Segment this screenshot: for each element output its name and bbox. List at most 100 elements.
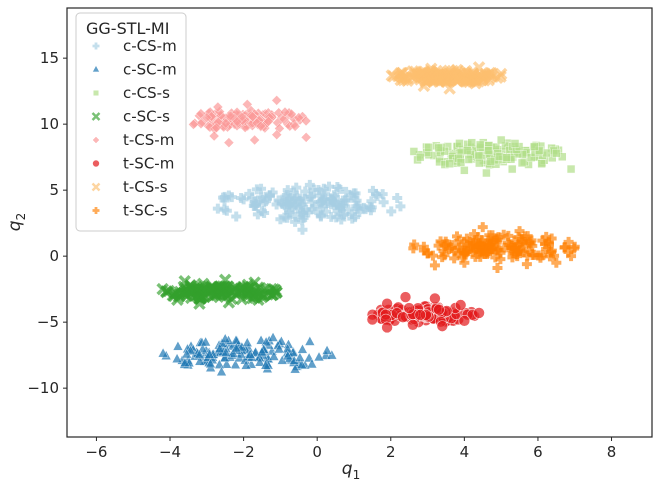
point-c-sc-m (221, 358, 233, 369)
point-c-cs-s (510, 139, 520, 148)
point-c-cs-s (482, 168, 491, 178)
legend-box (75, 12, 187, 232)
point-t-cs-m (208, 130, 220, 142)
point-c-cs-s (542, 148, 551, 158)
point-t-sc-s (418, 241, 429, 252)
point-c-cs-m (291, 182, 302, 193)
point-t-cs-m (271, 95, 283, 106)
point-c-cs-s (486, 157, 496, 166)
point-t-sc-s (559, 242, 570, 253)
point-c-sc-m (267, 331, 279, 342)
legend-label-c-cs-s: c-CS-s (123, 84, 170, 102)
point-t-cs-m (255, 120, 267, 132)
point-c-sc-m (260, 359, 272, 370)
point-t-sc-s (514, 244, 525, 255)
point-t-sc-s (439, 250, 450, 261)
point-t-cs-m (201, 112, 213, 123)
y-axis-label-subscript: 2 (14, 213, 28, 221)
point-t-sc-m (399, 291, 412, 303)
point-t-sc-s (459, 237, 470, 248)
point-c-sc-m (205, 358, 216, 369)
legend-label-t-sc-s: t-SC-s (123, 202, 168, 220)
point-c-cs-m (392, 193, 403, 204)
point-c-sc-m (304, 335, 316, 346)
x-ticks: −6 −4 −2 0 2 4 6 8 (85, 437, 616, 461)
point-t-sc-s (433, 240, 444, 251)
point-t-cs-m (212, 101, 224, 113)
point-c-cs-s (537, 159, 546, 169)
x-tick-label: 0 (312, 443, 322, 461)
point-c-cs-m (371, 189, 382, 200)
legend-marker-t-cs-s (91, 182, 101, 192)
legend-marker-t-sc-s (92, 207, 100, 214)
point-t-sc-s (492, 263, 503, 274)
point-t-sc-m (403, 302, 415, 314)
point-t-cs-m (211, 122, 222, 134)
point-t-cs-m (279, 106, 291, 118)
point-t-sc-m (414, 309, 427, 321)
point-c-cs-m (212, 203, 223, 214)
point-c-cs-m (284, 207, 295, 218)
y-tick-label: 15 (40, 49, 59, 67)
point-c-sc-s (231, 286, 245, 300)
y-tick-label: 0 (49, 247, 59, 265)
point-c-sc-m (203, 348, 215, 359)
legend-marker-c-cs-m (92, 42, 100, 50)
point-t-sc-s (566, 251, 577, 262)
point-t-sc-s (429, 260, 440, 271)
x-tick-label: 2 (386, 443, 396, 461)
point-t-sc-m (473, 307, 485, 319)
point-t-sc-s (546, 233, 557, 244)
point-t-sc-m (429, 292, 441, 305)
point-c-sc-m (256, 346, 268, 357)
point-c-cs-s (474, 151, 484, 161)
point-c-cs-s (424, 143, 433, 152)
point-t-cs-s (385, 69, 399, 82)
point-t-cs-s (460, 75, 473, 88)
point-c-sc-m (282, 350, 294, 361)
point-c-cs-s (507, 164, 517, 174)
point-c-sc-m (313, 351, 325, 362)
point-c-cs-m (315, 197, 326, 208)
legend-label-t-cs-m: t-CS-m (123, 131, 174, 149)
point-c-cs-m (365, 205, 376, 216)
point-t-cs-s (472, 61, 486, 74)
point-t-cs-s (443, 82, 456, 95)
point-c-sc-m (200, 336, 212, 347)
point-c-cs-s (502, 153, 511, 162)
point-c-sc-m (268, 350, 280, 361)
y-ticks: −10 −5 0 5 10 15 (27, 49, 67, 397)
point-c-cs-s (552, 148, 561, 158)
point-t-cs-m (263, 116, 274, 127)
point-t-sc-m (433, 303, 445, 316)
point-t-cs-m (247, 111, 258, 122)
point-c-sc-s (178, 275, 191, 288)
point-t-cs-s (441, 73, 455, 86)
point-c-sc-s (212, 283, 225, 296)
y-tick-label: −5 (37, 313, 59, 331)
point-t-sc-s (477, 222, 488, 233)
point-c-sc-m (306, 358, 318, 369)
legend-items: c-CS-m c-SC-m c-CS-s c-SC-s t-CS-m t-SC-m t-CS… (91, 37, 177, 220)
point-c-cs-m (223, 190, 234, 201)
point-c-cs-s (484, 146, 493, 155)
legend-label-t-sc-m: t-SC-m (123, 155, 174, 173)
point-c-sc-m (273, 343, 285, 354)
point-c-cs-m (315, 211, 326, 222)
point-c-cs-s (475, 158, 484, 168)
point-c-sc-m (181, 348, 193, 359)
point-t-cs-s (425, 62, 438, 75)
point-c-cs-s (455, 139, 464, 148)
point-t-sc-s (569, 243, 580, 254)
legend: GG-STL-MI c-CS-m c-SC-m c-CS-s c-SC-s t-CS-m… (75, 12, 187, 232)
point-t-sc-m (436, 320, 449, 332)
point-c-sc-m (216, 366, 227, 377)
point-c-sc-m (230, 342, 242, 353)
point-c-sc-s (263, 285, 276, 299)
x-axis-label-text: q (342, 459, 353, 479)
point-t-sc-s (519, 231, 530, 242)
point-t-sc-s (502, 237, 513, 248)
point-t-sc-s (521, 259, 532, 270)
point-c-sc-m (194, 355, 206, 366)
y-tick-label: −10 (27, 379, 59, 397)
